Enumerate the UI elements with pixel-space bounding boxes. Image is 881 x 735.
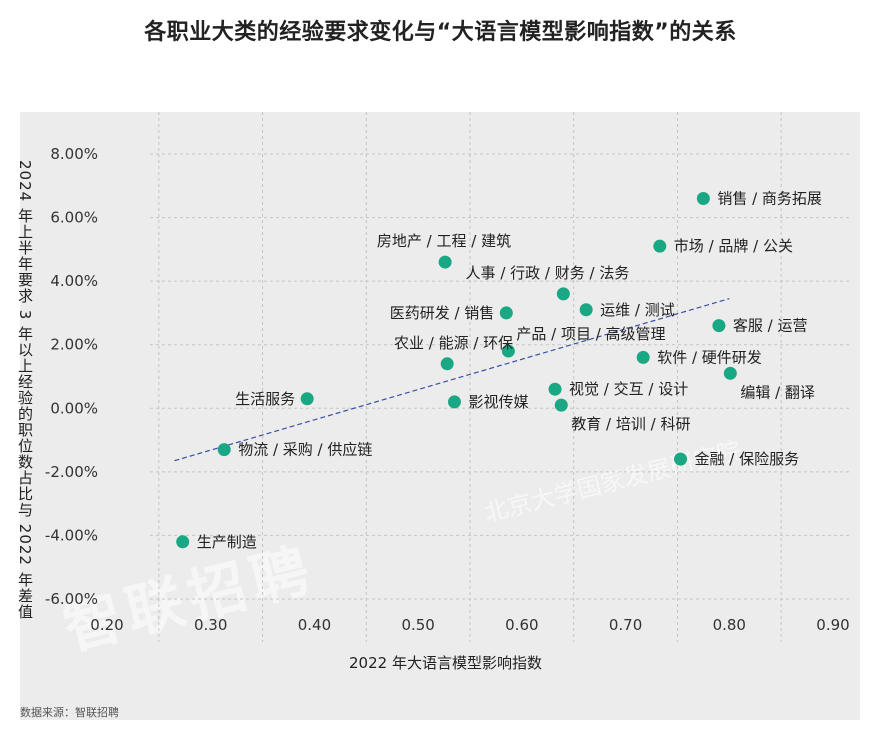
- y-tick-label: 8.00%: [50, 145, 98, 163]
- x-tick-label: 0.90: [816, 616, 849, 634]
- point-label: 生活服务: [235, 390, 295, 408]
- x-tick-label: 0.20: [90, 616, 123, 634]
- point-label: 物流 / 采购 / 供应链: [238, 441, 372, 459]
- point-label: 销售 / 商务拓展: [717, 190, 822, 208]
- data-point: [674, 452, 688, 466]
- x-tick-label: 0.40: [298, 616, 331, 634]
- data-point: [723, 366, 737, 380]
- x-tick-label: 0.60: [505, 616, 538, 634]
- y-tick-label: 0.00%: [50, 399, 98, 417]
- data-point: [636, 350, 650, 364]
- x-tick-label: 0.80: [713, 616, 746, 634]
- points-layer: [176, 192, 737, 549]
- plot-panel: 智联招聘 北京大学国家发展研究院 0.20 0.30 0.40 0.50 0.60 0.7…: [20, 112, 860, 720]
- data-point: [438, 255, 452, 269]
- y-axis-label: 2024 年上半年要求 3 年以上经验的职位数占比与 2022 年差值: [16, 160, 34, 620]
- data-point: [696, 192, 710, 205]
- x-axis-label: 2022 年大语言模型影响指数: [349, 654, 542, 672]
- point-label: 市场 / 品牌 / 公关: [674, 237, 793, 255]
- point-label: 医药研发 / 销售: [390, 304, 495, 322]
- point-label: 人事 / 行政 / 财务 / 法务: [466, 264, 630, 282]
- data-point: [653, 239, 667, 253]
- point-label: 客服 / 运营: [733, 317, 808, 335]
- x-tick-label: 0.30: [194, 616, 227, 634]
- x-tick-label: 0.70: [609, 616, 642, 634]
- trendline-layer: [174, 298, 730, 462]
- data-point: [447, 395, 461, 409]
- point-label: 生产制造: [197, 533, 257, 551]
- data-point: [554, 398, 568, 412]
- y-tick-label: 6.00%: [50, 209, 98, 227]
- data-point: [499, 306, 513, 320]
- y-tick-label: -2.00%: [45, 463, 98, 481]
- chart-title: 各职业大类的经验要求变化与“大语言模型影响指数”的关系: [144, 20, 737, 45]
- x-tick-label: 0.50: [401, 616, 434, 634]
- point-label: 影视传媒: [468, 393, 528, 411]
- data-point: [217, 443, 231, 457]
- tick-labels: 0.20 0.30 0.40 0.50 0.60 0.70 0.80 0.90 -6.00% -4…: [45, 145, 850, 634]
- data-source-note: 数据来源：智联招聘: [20, 706, 119, 719]
- y-tick-label: 4.00%: [50, 272, 98, 290]
- y-tick-label: 2.00%: [50, 336, 98, 354]
- data-point: [548, 382, 562, 396]
- data-point: [300, 392, 314, 406]
- scatter-chart: 0.20 0.30 0.40 0.50 0.60 0.70 0.80 0.90 -6.00% -4…: [45, 112, 852, 642]
- grid-layer: [150, 112, 852, 642]
- point-label: 农业 / 能源 / 环保: [394, 334, 513, 352]
- data-point: [501, 344, 515, 358]
- point-label: 房地产 / 工程 / 建筑: [377, 232, 511, 250]
- data-point: [579, 303, 593, 317]
- y-tick-label: -6.00%: [45, 590, 98, 608]
- data-point: [712, 319, 726, 333]
- data-point: [440, 357, 454, 371]
- point-label: 产品 / 项目 / 高级管理: [516, 325, 665, 343]
- point-label: 软件 / 硬件研发: [657, 348, 762, 366]
- data-point: [556, 287, 570, 301]
- point-label: 金融 / 保险服务: [695, 450, 800, 468]
- point-label: 运维 / 测试: [600, 301, 675, 319]
- point-label: 教育 / 培训 / 科研: [571, 415, 690, 433]
- trendline: [174, 298, 730, 462]
- data-point: [176, 535, 190, 549]
- y-tick-label: -4.00%: [45, 526, 98, 544]
- point-label: 视觉 / 交互 / 设计: [569, 380, 688, 398]
- point-label: 编辑 / 翻译: [740, 383, 815, 401]
